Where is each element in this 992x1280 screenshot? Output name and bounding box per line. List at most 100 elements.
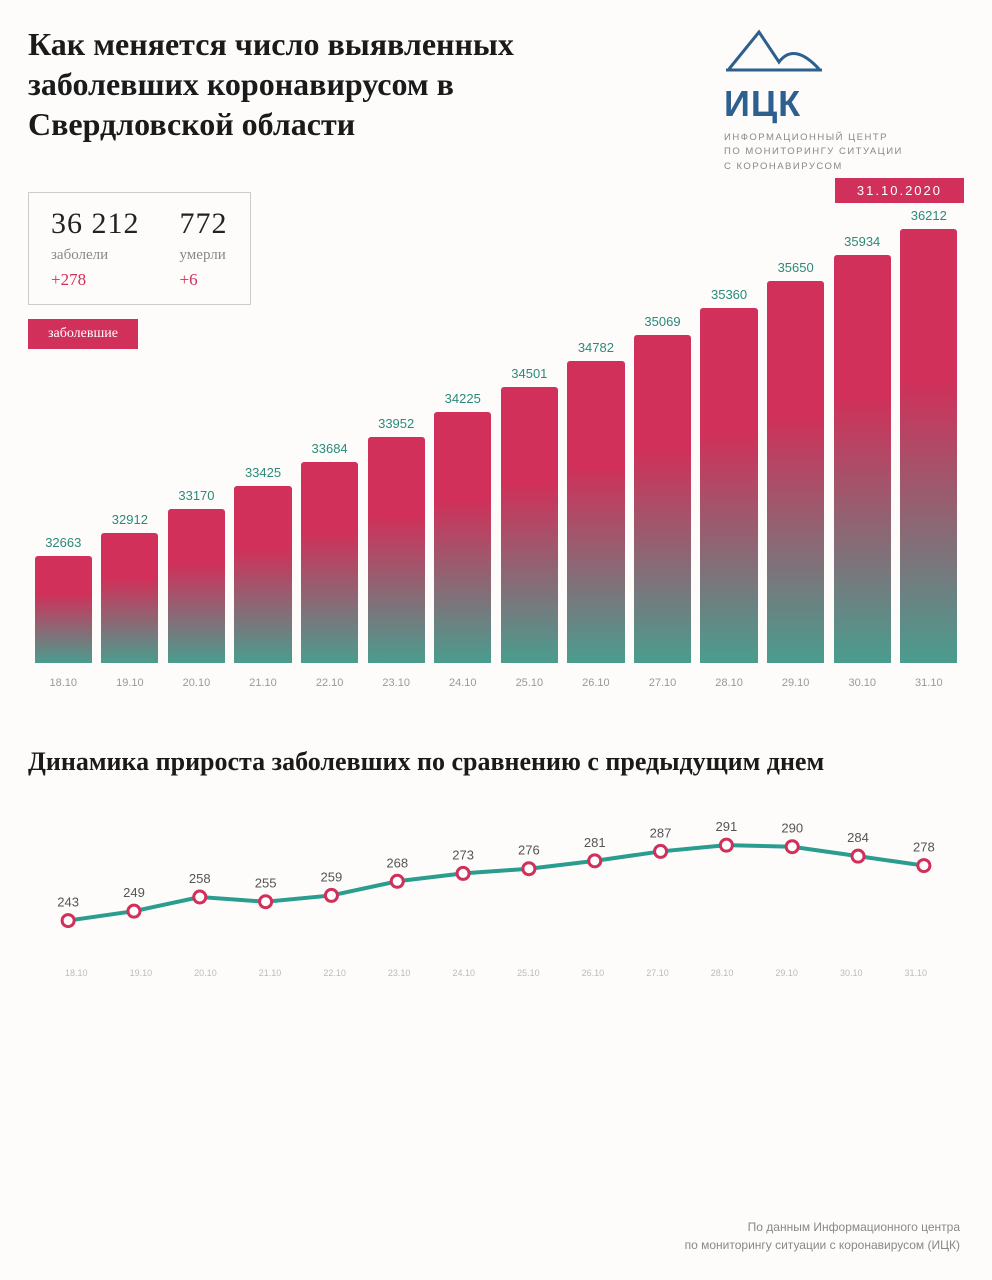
line-marker xyxy=(786,840,798,852)
bar-rect xyxy=(900,229,957,663)
bar-item: 34225 24.10 xyxy=(429,391,496,689)
line-value-label: 287 xyxy=(650,825,672,840)
bar-x-label: 25.10 xyxy=(516,677,544,689)
bar-item: 36212 31.10 xyxy=(896,208,963,689)
line-value-label: 258 xyxy=(189,871,211,886)
line-x-label: 24.10 xyxy=(431,968,496,978)
line-marker xyxy=(128,905,140,917)
bar-rect xyxy=(234,486,291,663)
bar-value: 35934 xyxy=(844,234,880,249)
line-x-label: 21.10 xyxy=(238,968,303,978)
line-x-label: 25.10 xyxy=(496,968,561,978)
bar-value: 36212 xyxy=(911,208,947,223)
bar-x-label: 22.10 xyxy=(316,677,344,689)
line-x-label: 30.10 xyxy=(819,968,884,978)
line-value-label: 249 xyxy=(123,885,145,900)
footer-source: По данным Информационного центра по мони… xyxy=(685,1218,960,1254)
bar-item: 3536028.10 xyxy=(696,287,763,689)
line-marker xyxy=(918,859,930,871)
bar-item: 32912 19.10 xyxy=(97,512,164,689)
line-value-label: 291 xyxy=(716,819,738,834)
bar-rect xyxy=(767,281,824,663)
line-value-label: 255 xyxy=(255,875,277,890)
bar-rect xyxy=(501,387,558,663)
logo-curve-icon xyxy=(724,24,964,79)
bar-x-label: 23.10 xyxy=(382,677,410,689)
bar-value: 32663 xyxy=(45,535,81,550)
bar-x-label: 19.10 xyxy=(116,677,144,689)
bar-rect xyxy=(567,361,624,663)
bar-value: 34501 xyxy=(511,366,547,381)
bar-chart: 32663 18.10 32912 19.10 33170 20.10 33425 21.10… xyxy=(28,199,964,719)
line-marker xyxy=(260,895,272,907)
bar-value: 35650 xyxy=(778,260,814,275)
bar-x-label: 31.10 xyxy=(915,677,943,689)
line-marker xyxy=(720,839,732,851)
bar-x-label: 21.10 xyxy=(249,677,277,689)
bar-rect xyxy=(101,533,158,663)
bar-item: 3478226.10 xyxy=(563,340,630,689)
header: Как меняется число выявленных заболевших… xyxy=(28,24,964,174)
logo-abbr: ИЦК xyxy=(724,83,964,125)
line-value-label: 276 xyxy=(518,842,540,857)
bar-rect xyxy=(35,556,92,663)
bar-item: 33952 23.10 xyxy=(363,416,430,689)
line-x-label: 20.10 xyxy=(173,968,238,978)
line-x-label: 29.10 xyxy=(754,968,819,978)
line-value-label: 290 xyxy=(781,820,803,835)
bar-value: 35069 xyxy=(644,314,680,329)
logo-subtitle: ИНФОРМАЦИОННЫЙ ЦЕНТР ПО МОНИТОРИНГУ СИТУ… xyxy=(724,131,964,174)
line-value-label: 284 xyxy=(847,830,869,845)
bar-value: 33425 xyxy=(245,465,281,480)
bar-value: 33952 xyxy=(378,416,414,431)
bar-value: 33684 xyxy=(312,441,348,456)
bar-x-label: 29.10 xyxy=(782,677,810,689)
line-x-label: 23.10 xyxy=(367,968,432,978)
bar-x-label: 28.10 xyxy=(715,677,743,689)
bar-rect xyxy=(434,412,491,663)
subtitle: Динамика прироста заболевших по сравнени… xyxy=(28,745,964,779)
line-value-label: 243 xyxy=(57,894,79,909)
bar-item: 33684 22.10 xyxy=(296,441,363,689)
bar-item: 33170 20.10 xyxy=(163,488,230,689)
bar-value: 32912 xyxy=(112,512,148,527)
bar-item: 35934 30.10 xyxy=(829,234,896,689)
bar-value: 33170 xyxy=(178,488,214,503)
line-marker xyxy=(325,889,337,901)
bar-rect xyxy=(834,255,891,663)
line-x-label: 18.10 xyxy=(44,968,109,978)
line-marker xyxy=(194,891,206,903)
line-marker xyxy=(391,875,403,887)
line-x-label: 27.10 xyxy=(625,968,690,978)
bar-x-label: 18.10 xyxy=(50,677,78,689)
bar-rect xyxy=(368,437,425,663)
line-x-label: 22.10 xyxy=(302,968,367,978)
line-x-label: 28.10 xyxy=(690,968,755,978)
line-marker xyxy=(655,845,667,857)
bar-item: 35650 29.10 xyxy=(762,260,829,689)
bar-rect xyxy=(700,308,757,663)
line-marker xyxy=(457,867,469,879)
line-value-label: 259 xyxy=(321,869,343,884)
bar-x-label: 24.10 xyxy=(449,677,477,689)
bar-x-label: 30.10 xyxy=(848,677,876,689)
bar-x-label: 27.10 xyxy=(649,677,677,689)
line-marker xyxy=(523,862,535,874)
line-value-label: 281 xyxy=(584,834,606,849)
line-value-label: 273 xyxy=(452,847,474,862)
bar-x-label: 20.10 xyxy=(183,677,211,689)
line-marker xyxy=(62,914,74,926)
bar-rect xyxy=(634,335,691,663)
bar-item: 34501 25.10 xyxy=(496,366,563,689)
page-title: Как меняется число выявленных заболевших… xyxy=(28,24,648,144)
line-value-label: 278 xyxy=(913,839,935,854)
bar-rect xyxy=(301,462,358,663)
line-x-label: 26.10 xyxy=(561,968,626,978)
line-x-label: 19.10 xyxy=(109,968,174,978)
line-x-label: 31.10 xyxy=(884,968,949,978)
bar-item: 32663 18.10 xyxy=(30,535,97,689)
bar-value: 34782 xyxy=(578,340,614,355)
bar-value: 34225 xyxy=(445,391,481,406)
logo-block: ИЦК ИНФОРМАЦИОННЫЙ ЦЕНТР ПО МОНИТОРИНГУ … xyxy=(724,24,964,174)
line-marker xyxy=(852,850,864,862)
